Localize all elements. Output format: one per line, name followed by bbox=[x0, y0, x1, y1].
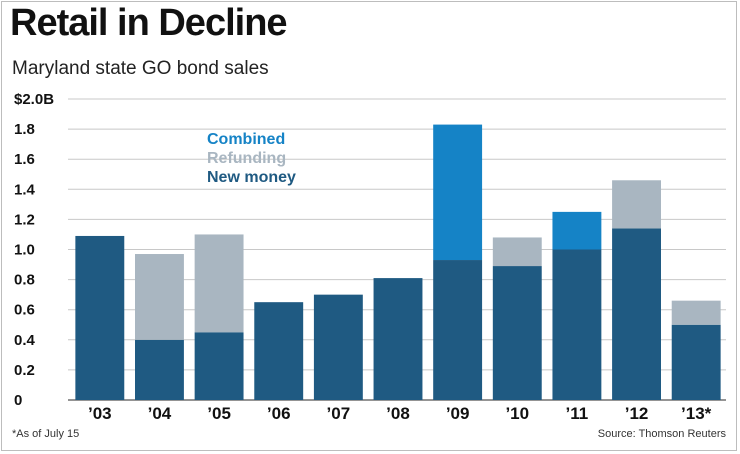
y-tick-label: 0 bbox=[14, 392, 22, 409]
y-tick-label: 0.2 bbox=[14, 362, 35, 379]
x-tick-label: ’09 bbox=[446, 404, 470, 423]
x-tick-label: ’10 bbox=[505, 404, 529, 423]
source-note: Source: Thomson Reuters bbox=[597, 428, 726, 440]
x-tick-label: ’04 bbox=[148, 404, 172, 423]
bar-segment-refunding bbox=[194, 234, 244, 333]
y-tick-label: $2.0B bbox=[14, 91, 54, 108]
legend-entry: Combined bbox=[207, 131, 285, 148]
x-tick-label: ’07 bbox=[327, 404, 351, 423]
y-tick-label: 1.2 bbox=[14, 211, 35, 228]
y-axis-ticks: 0 0.2 0.4 0.6 0.8 1.0 1.2 1.4 1.6 1.8 $2.0B bbox=[14, 91, 54, 409]
legend: Combined Refunding New money bbox=[207, 131, 296, 186]
bar-segment-new-money bbox=[373, 278, 423, 400]
bar-segment-refunding bbox=[492, 237, 542, 267]
x-tick-label: ’03 bbox=[88, 404, 112, 423]
x-tick-label: ’06 bbox=[267, 404, 291, 423]
footnote: *As of July 15 bbox=[12, 428, 80, 440]
y-tick-label: 1.0 bbox=[14, 242, 35, 259]
y-tick-label: 1.6 bbox=[14, 151, 35, 168]
bar-segment-combined bbox=[552, 211, 602, 250]
x-tick-label: ’12 bbox=[625, 404, 649, 423]
bar-segment-refunding bbox=[671, 300, 721, 325]
x-axis-ticks: ’03 ’04 ’05 ’06 ’07 ’08 ’09 ’10 ’11 ’12 ’13* bbox=[88, 404, 712, 423]
bar-segment-refunding bbox=[612, 180, 661, 229]
chart-subtitle: Maryland state GO bond sales bbox=[12, 58, 269, 79]
y-tick-label: 1.8 bbox=[14, 121, 35, 138]
bar-segment-new-money bbox=[194, 332, 244, 400]
y-tick-label: 0.6 bbox=[14, 302, 35, 319]
bar-segment-new-money bbox=[254, 302, 304, 400]
bar-segment-new-money bbox=[552, 249, 602, 400]
bar-segment-refunding bbox=[135, 254, 184, 340]
y-tick-label: 1.4 bbox=[14, 181, 36, 198]
bar-segment-new-money bbox=[433, 260, 483, 400]
x-tick-label: ’05 bbox=[207, 404, 231, 423]
bar-segment-new-money bbox=[492, 266, 542, 400]
bar-segment-new-money bbox=[612, 228, 661, 400]
x-tick-label: ’11 bbox=[566, 404, 589, 423]
chart-title: Retail in Decline bbox=[10, 2, 288, 44]
bar-segment-new-money bbox=[313, 294, 363, 400]
bar-segment-new-money bbox=[135, 339, 184, 400]
bars bbox=[75, 124, 721, 400]
bar-segment-new-money bbox=[75, 235, 125, 400]
y-tick-label: 0.4 bbox=[14, 332, 36, 349]
x-tick-label: ’08 bbox=[386, 404, 410, 423]
bar-segment-combined bbox=[433, 124, 483, 261]
x-tick-label: ’13* bbox=[681, 404, 712, 423]
y-tick-label: 0.8 bbox=[14, 272, 35, 289]
legend-entry: New money bbox=[207, 169, 296, 186]
legend-entry: Refunding bbox=[207, 150, 286, 167]
bar-segment-new-money bbox=[671, 324, 721, 400]
